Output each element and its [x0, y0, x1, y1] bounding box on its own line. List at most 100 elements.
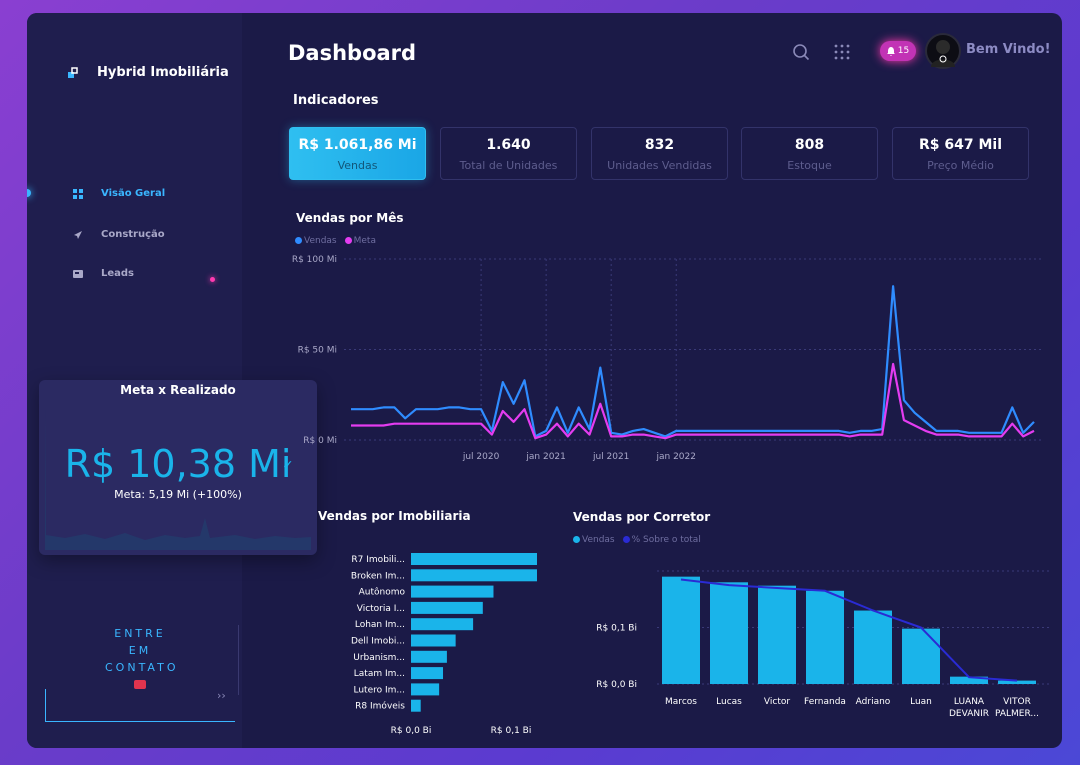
expand-arrows-icon[interactable]: ›› [217, 689, 226, 702]
bar-label: R8 Imóveis [355, 701, 405, 712]
bar [758, 585, 796, 684]
x-tick-label: jan 2022 [655, 452, 696, 462]
meta-value: R$ 10,38 Mi [64, 442, 292, 486]
bar [411, 683, 440, 696]
vendas-por-imobiliaria-chart: R7 Imobili... Broken Im... Autônomo Victori… [351, 553, 537, 736]
bar-label: Latam Im... [354, 669, 405, 679]
sidebar-item-label: Visão Geral [101, 188, 166, 199]
y-tick-label: R$ 0,0 Bi [596, 680, 637, 690]
bar [411, 667, 444, 680]
sidebar-item-label: Leads [101, 268, 135, 279]
bar [411, 650, 447, 663]
meta-title: Meta x Realizado [120, 383, 236, 397]
bar [411, 569, 537, 582]
line-chart-legend: Vendas Meta [295, 236, 376, 246]
y-tick-label: R$ 0,1 Bi [596, 624, 637, 634]
active-indicator [27, 189, 31, 197]
kpi-label: Vendas [337, 159, 378, 172]
pct-line [680, 578, 1018, 682]
x-tick-label: PALMER... [995, 709, 1039, 717]
kpi-vendas[interactable]: R$ 1.061,86 Mi Vendas [289, 127, 426, 180]
page-title: Dashboard [288, 41, 417, 65]
kpi-estoque[interactable]: 808 Estoque [741, 127, 878, 180]
x-tick-label: R$ 0,0 Bi [391, 726, 432, 736]
y-tick-label: R$ 100 Mi [292, 255, 337, 265]
x-tick-label: jul 2020 [462, 452, 500, 462]
legend-label: Meta [353, 236, 376, 246]
card-icon [73, 269, 83, 278]
vbar-chart-legend: Vendas % Sobre o total [573, 535, 701, 545]
sidebar-item-visao-geral[interactable]: Visão Geral [73, 188, 165, 199]
bar [411, 585, 494, 598]
bar [411, 634, 456, 647]
bar [950, 676, 988, 684]
grid-icon [73, 188, 83, 199]
line-chart-title: Vendas por Mês [296, 211, 404, 225]
bar-label: Lohan Im... [355, 620, 405, 630]
legend-item-meta: Meta [344, 236, 376, 246]
contact-line: EM [128, 644, 152, 657]
contact-button[interactable]: ENTRE EM CONTATO [105, 625, 175, 676]
bar-label: Victoria I... [357, 604, 405, 614]
kpi-label: Unidades Vendidas [607, 159, 712, 172]
indicators-title: Indicadores [293, 93, 379, 108]
contact-line: ENTRE [114, 627, 166, 640]
kpi-label: Total de Unidades [459, 159, 558, 172]
legend-label: Vendas [582, 535, 615, 545]
legend-item-vendas: Vendas [573, 535, 615, 545]
x-tick-label: Marcos [665, 697, 697, 707]
contact-divider [238, 625, 239, 695]
bar-label: Autônomo [359, 587, 406, 598]
avatar[interactable] [925, 33, 961, 69]
x-tick-label: VITOR [1003, 697, 1031, 707]
kpi-value: 1.640 [486, 137, 531, 153]
vbar-chart-title: Vendas por Corretor [573, 510, 711, 524]
y-tick-label: R$ 0 Mi [303, 436, 337, 446]
x-tick-label: Luan [910, 697, 932, 707]
legend-item-vendas: Vendas [295, 236, 337, 246]
bar [710, 582, 748, 684]
contact-divider [45, 721, 235, 722]
x-tick-label: jul 2021 [592, 452, 629, 462]
bar [806, 590, 844, 684]
kpi-label: Estoque [787, 159, 832, 172]
bar [411, 601, 483, 614]
kpi-value: R$ 1.061,86 Mi [298, 137, 417, 153]
bar [998, 680, 1036, 684]
x-tick-label: jan 2021 [525, 452, 566, 462]
x-tick-label: Adriano [856, 697, 891, 707]
x-tick-label: Lucas [716, 697, 742, 707]
kpi-value: 832 [644, 137, 675, 153]
y-tick-label: R$ 50 Mi [298, 346, 337, 356]
check-icon: ✓ [282, 458, 294, 474]
x-tick-label: LUANA [954, 697, 985, 707]
legend-label: Vendas [304, 236, 337, 246]
bar-label: Urbanism... [353, 653, 405, 663]
apps-grid-icon[interactable] [834, 44, 850, 60]
bar [411, 699, 421, 712]
kpi-preco-medio[interactable]: R$ 647 Mil Preço Médio [892, 127, 1029, 180]
bar [411, 553, 537, 565]
rocket-icon [74, 230, 82, 239]
bar-label: Lutero Im... [354, 685, 406, 695]
kpi-unidades-vendidas[interactable]: 832 Unidades Vendidas [591, 127, 728, 180]
legend-item-pct: % Sobre o total [622, 535, 701, 545]
hbar-chart-title: Vendas por Imobiliaria [318, 509, 471, 523]
meta-realizado-card: Meta x Realizado R$ 10,38 Mi ✓ Meta: 5,1… [39, 380, 317, 555]
bar-label: Broken Im... [351, 571, 405, 581]
x-tick-label: Fernanda [804, 697, 846, 707]
kpi-total-unidades[interactable]: 1.640 Total de Unidades [440, 127, 577, 180]
notification-count: 15 [897, 46, 910, 56]
kpi-value: 808 [794, 137, 825, 153]
app-frame: Hybrid Imobiliária Visão Geral Construçã… [27, 13, 1062, 748]
sidebar-item-leads[interactable]: Leads [73, 268, 134, 279]
sidebar-item-construcao[interactable]: Construção [73, 229, 165, 240]
notifications-button[interactable]: 15 [880, 41, 916, 61]
contact-divider [45, 689, 46, 722]
series-line-vendas [351, 285, 1035, 438]
sidebar-item-label: Construção [101, 229, 165, 240]
mail-icon [134, 680, 146, 689]
user-icon [931, 40, 955, 67]
kpi-value: R$ 647 Mil [918, 137, 1003, 153]
search-icon[interactable] [792, 43, 810, 61]
